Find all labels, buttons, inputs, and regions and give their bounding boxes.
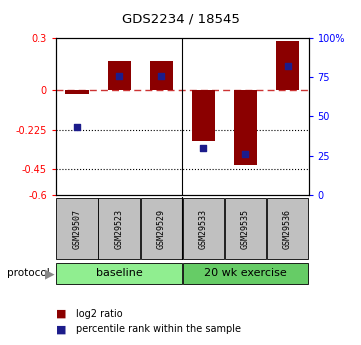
Bar [150,61,173,90]
Bar [140,198,182,259]
Point [74,125,80,130]
Point [200,145,206,150]
Text: GSM29536: GSM29536 [283,209,292,248]
Text: GSM29507: GSM29507 [73,209,82,248]
Bar [65,90,88,94]
Text: percentile rank within the sample: percentile rank within the sample [76,325,241,334]
Point [285,63,291,69]
Text: GDS2234 / 18545: GDS2234 / 18545 [122,12,239,25]
Text: GSM29533: GSM29533 [199,209,208,248]
Text: GSM29523: GSM29523 [115,209,123,248]
Text: log2 ratio: log2 ratio [76,309,122,319]
Point [116,73,122,78]
Bar [267,198,308,259]
Point [158,73,164,78]
Bar [183,198,224,259]
Text: GSM29529: GSM29529 [157,209,166,248]
Bar [56,263,182,284]
Text: protocol: protocol [7,268,50,278]
Bar [234,90,257,165]
Bar [183,263,308,284]
Bar [56,198,97,259]
Bar [99,198,140,259]
Point [243,151,248,157]
Text: 20 wk exercise: 20 wk exercise [204,268,287,278]
Bar [192,90,215,141]
Text: GSM29535: GSM29535 [241,209,250,248]
Bar [108,61,131,90]
Bar [276,41,299,90]
Text: baseline: baseline [96,268,143,278]
Text: ▶: ▶ [45,267,54,280]
Bar [225,198,266,259]
Text: ■: ■ [56,309,66,319]
Text: ■: ■ [56,325,66,334]
